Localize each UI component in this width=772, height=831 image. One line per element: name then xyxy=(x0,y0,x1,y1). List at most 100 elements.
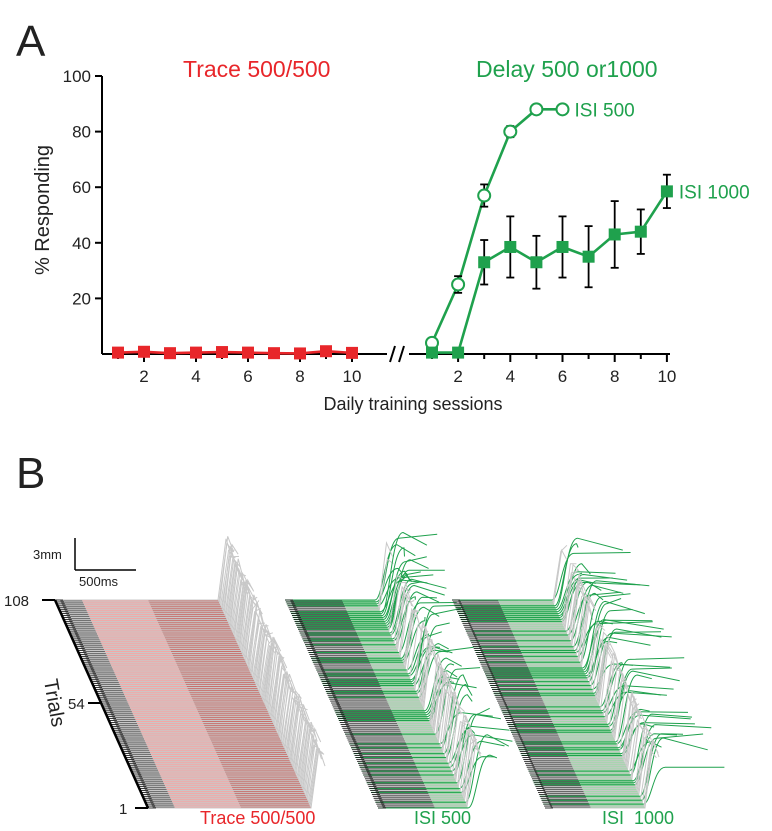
trial-trace xyxy=(318,631,442,675)
trial-trace xyxy=(94,626,272,688)
trial-trace xyxy=(311,606,440,661)
trial-trace xyxy=(498,644,614,706)
trial-trace xyxy=(148,748,326,809)
series-line xyxy=(432,190,668,354)
trial-trace xyxy=(463,570,578,626)
trial-trace xyxy=(357,695,462,762)
trial-trace xyxy=(135,718,314,782)
trial-trace xyxy=(521,722,695,756)
trial-trace xyxy=(489,622,604,685)
trial-trace xyxy=(542,748,657,803)
trial-trace xyxy=(286,533,438,605)
x-tick-label: 8 xyxy=(610,367,619,386)
trial-trace xyxy=(319,624,425,679)
trial-trace xyxy=(101,640,279,704)
trial-trace xyxy=(322,604,462,685)
trial-trace xyxy=(477,620,613,657)
trials-tick-label-54: 54 xyxy=(68,696,85,713)
data-point xyxy=(346,346,358,359)
trial-trace xyxy=(369,740,505,790)
trial-trace xyxy=(473,593,588,650)
trial-trace xyxy=(55,541,234,603)
trial-trace xyxy=(465,563,580,630)
trial-trace xyxy=(344,666,449,733)
trial-trace xyxy=(512,677,628,737)
trial-trace xyxy=(108,655,286,720)
x-tick-label: 6 xyxy=(558,367,567,386)
data-point xyxy=(268,347,280,360)
trial-trace xyxy=(476,596,591,655)
trial-trace xyxy=(293,556,427,620)
trial-trace xyxy=(452,552,631,601)
trial-trace xyxy=(472,592,604,648)
data-point xyxy=(582,250,595,263)
x-tick-label: 10 xyxy=(343,367,362,386)
trial-trace xyxy=(530,713,693,776)
trial-trace xyxy=(126,704,304,760)
trial-trace xyxy=(360,704,465,770)
trial-trace xyxy=(538,727,654,795)
series-line xyxy=(117,349,353,355)
trial-trace xyxy=(358,708,464,766)
panel-a-left-title: Trace 500/500 xyxy=(183,56,330,82)
trial-trace xyxy=(503,660,618,716)
trial-trace xyxy=(345,671,451,737)
traces-isi-1000 xyxy=(452,537,725,809)
trial-trace xyxy=(87,616,265,673)
trial-trace xyxy=(500,638,616,710)
data-point xyxy=(190,346,202,359)
trial-trace xyxy=(513,678,629,739)
trial-trace xyxy=(453,548,569,605)
trial-trace xyxy=(341,665,446,727)
y-axis-label: % Responding xyxy=(32,145,54,275)
trial-trace xyxy=(62,557,241,618)
data-point xyxy=(164,347,176,360)
y-ticks: 20 40 60 80 100 xyxy=(63,67,102,308)
trial-trace xyxy=(525,696,641,766)
trial-trace xyxy=(77,586,256,651)
y-tick-label: 100 xyxy=(63,67,91,86)
data-point xyxy=(452,346,465,359)
trial-trace xyxy=(515,674,652,743)
trials-tick-label-1: 1 xyxy=(119,801,127,818)
data-point xyxy=(529,102,544,117)
trial-trace xyxy=(289,558,394,611)
trial-trace xyxy=(376,735,481,805)
axis-break-mark xyxy=(398,345,405,363)
traces-isi-500 xyxy=(285,531,513,809)
trial-trace xyxy=(483,600,645,671)
trial-trace xyxy=(300,581,422,636)
x-ticks: 2 4 6 8 10 2 4 6 8 10 xyxy=(117,354,676,386)
trial-trace xyxy=(371,756,495,793)
trial-trace xyxy=(537,724,652,791)
panel-a-right-title: Delay 500 or1000 xyxy=(476,56,658,82)
data-point xyxy=(477,188,492,203)
trial-trace xyxy=(364,722,469,778)
panel-b-letter: B xyxy=(16,449,45,498)
trial-trace xyxy=(55,538,233,601)
trial-trace xyxy=(332,644,438,708)
trial-trace xyxy=(325,621,430,690)
trial-trace xyxy=(541,737,708,801)
trial-trace xyxy=(118,673,296,743)
trial-trace xyxy=(298,575,404,632)
trial-trace xyxy=(518,708,650,751)
trials-tick-label-108: 108 xyxy=(4,593,29,610)
trial-trace xyxy=(469,582,584,640)
trial-trace xyxy=(492,637,608,692)
trial-trace xyxy=(363,713,501,776)
trial-trace xyxy=(498,640,613,704)
panel-b-label-trace: Trace 500/500 xyxy=(200,808,315,828)
trial-trace xyxy=(292,547,405,617)
trial-trace xyxy=(462,563,577,624)
trial-trace xyxy=(95,624,273,690)
trial-trace xyxy=(88,608,267,677)
trial-trace xyxy=(296,571,421,626)
trial-trace xyxy=(467,591,621,636)
trial-trace xyxy=(455,537,623,609)
trial-trace xyxy=(505,652,620,720)
trial-trace xyxy=(119,689,297,745)
data-point xyxy=(242,346,254,359)
panel-b-label-isi-500: ISI 500 xyxy=(414,808,471,828)
trial-trace xyxy=(481,598,597,667)
